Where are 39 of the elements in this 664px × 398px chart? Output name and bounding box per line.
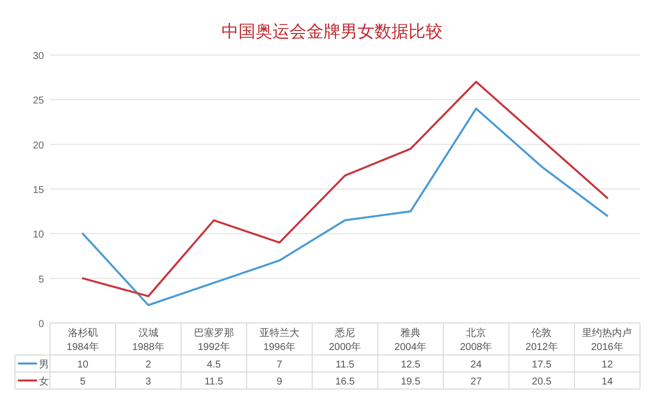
x-tick-label: 雅典 2004年 [394, 327, 427, 353]
data-label: 17.5 [532, 360, 552, 370]
y-tick-label: 20 [32, 140, 44, 152]
x-tick-label: 悉尼 2000年 [328, 327, 362, 353]
x-tick-label: 里约热内卢 2016年 [582, 327, 632, 353]
y-tick-label: 5 [38, 274, 44, 286]
x-tick-label: 亚特兰大 1996年 [259, 327, 300, 353]
data-label: 11.5 [204, 376, 224, 388]
y-tick-label: 25 [32, 96, 44, 107]
data-label: 11.5 [336, 360, 355, 370]
data-label: 27 [470, 376, 482, 388]
x-tick-label: 汉城 1988年 [132, 327, 164, 353]
data-label: 20.5 [532, 376, 552, 388]
data-label: 3 [146, 376, 152, 388]
data-label: 12 [602, 360, 614, 370]
data-label: 16.5 [335, 376, 356, 388]
y-tick-label: 10 [32, 230, 44, 241]
data-label: 24 [470, 360, 482, 370]
line-series [82, 108, 608, 306]
x-tick-label: 洛杉矶 1984年 [66, 327, 99, 353]
data-label: 5 [80, 376, 86, 388]
data-label: 14 [602, 376, 614, 388]
data-label: 9 [276, 376, 283, 388]
line-series [82, 80, 608, 298]
data-label: 7 [276, 360, 283, 370]
legend-label: 女 [39, 376, 49, 388]
y-tick-label: 0 [38, 319, 44, 330]
data-label: 10 [77, 360, 89, 370]
x-tick-label: 伦敦 2012年 [526, 327, 558, 353]
data-label: 2 [146, 360, 152, 370]
x-tick-label: 北京 2008年 [460, 327, 492, 353]
chart-title: 中国奥运会金牌男女数据比较 [222, 22, 442, 41]
data-label: 19.5 [400, 376, 421, 388]
data-label: 4.5 [206, 360, 222, 370]
data-label: 12.5 [400, 360, 421, 370]
legend-label: 男 [39, 360, 49, 370]
x-tick-label: 巴塞罗那 1992年 [194, 327, 234, 353]
y-tick-label: 30 [32, 51, 44, 62]
y-tick-label: 15 [32, 185, 44, 196]
